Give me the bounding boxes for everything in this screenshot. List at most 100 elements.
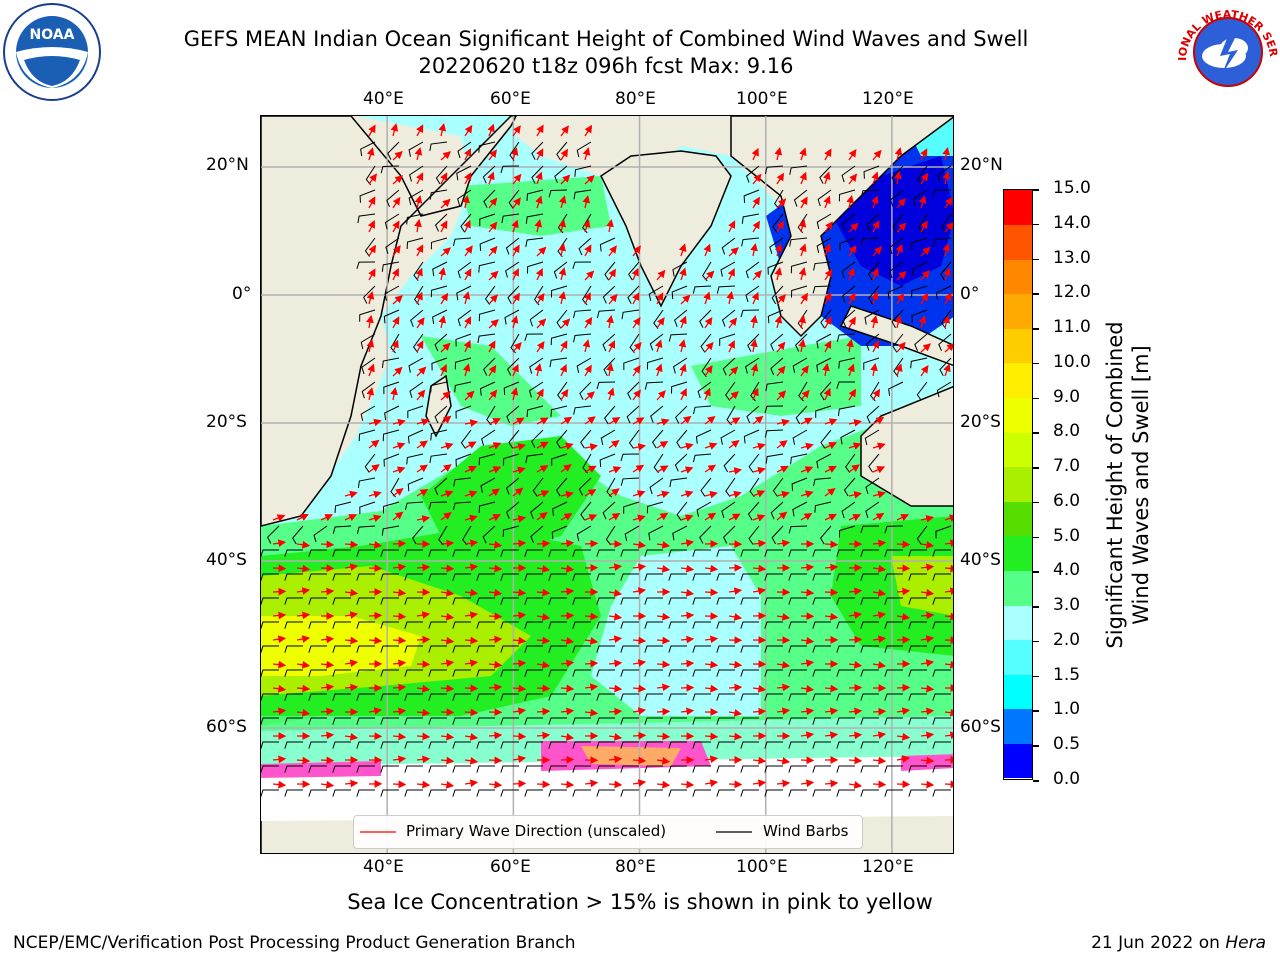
wave-arrow (704, 341, 714, 353)
wave-arrow (560, 684, 575, 693)
wind-barb (940, 261, 952, 281)
wind-barb (744, 357, 760, 374)
lon-tick-bottom-60e: 60°E (490, 857, 531, 877)
wave-arrow (488, 514, 501, 522)
colorbar-segment (1004, 328, 1032, 364)
wind-barb (381, 525, 400, 536)
wave-arrow (799, 243, 807, 257)
wave-arrow (776, 465, 789, 473)
colorbar-segment (1004, 639, 1032, 675)
wind-barb (532, 477, 544, 497)
wave-arrow (679, 387, 687, 401)
wave-arrow (896, 587, 911, 596)
wave-arrow (536, 246, 547, 257)
colorbar-tick-label: 0.5 (1053, 734, 1081, 755)
wind-barb (836, 573, 855, 581)
wind-barb (596, 717, 615, 725)
wave-direction-legend-label: Primary Wave Direction (unscaled) (406, 822, 667, 840)
wind-barb (644, 645, 663, 653)
wave-arrow (584, 416, 596, 425)
wind-barb (478, 501, 496, 514)
wind-barb (454, 357, 472, 370)
wind-barb (668, 597, 687, 605)
wave-arrow (511, 219, 519, 233)
wind-barb (408, 189, 424, 206)
wind-barb (790, 453, 808, 465)
wind-barb (884, 525, 904, 534)
wind-barb (788, 789, 807, 797)
wind-barb (572, 573, 591, 581)
wind-barb (332, 621, 351, 629)
wave-arrow (390, 386, 398, 401)
wave-arrow (344, 779, 359, 788)
wave-arrow (824, 148, 832, 161)
wave-arrow (679, 363, 687, 377)
wave-arrow (920, 220, 928, 233)
wave-arrow (606, 218, 614, 233)
wave-arrow (774, 147, 783, 161)
wave-arrow (824, 418, 838, 426)
wave-arrow (848, 707, 863, 716)
lat-tick-right-60s: 60°S (960, 717, 1001, 737)
wind-barb (745, 165, 760, 183)
wave-arrow (272, 587, 287, 596)
wave-arrow (704, 316, 713, 329)
wave-arrow (799, 171, 807, 185)
wind-barb (478, 309, 496, 322)
wave-arrow (488, 245, 498, 257)
wind-barb (308, 789, 327, 797)
wind-barb (911, 309, 928, 323)
wind-barb (884, 549, 903, 557)
wind-barb (428, 573, 447, 581)
wind-barb (380, 669, 399, 677)
wave-arrow (560, 416, 573, 425)
wind-barb (620, 573, 639, 581)
wind-barb (646, 357, 664, 370)
wave-arrow (752, 490, 766, 498)
wind-barb (599, 237, 616, 252)
wind-barb (476, 693, 495, 701)
wave-arrow (368, 418, 382, 427)
wave-arrow (608, 245, 617, 257)
wind-barb (456, 165, 472, 181)
wave-arrow (632, 443, 647, 451)
wind-barb (363, 285, 376, 304)
wave-arrow (536, 565, 551, 573)
wind-barb (716, 789, 735, 797)
wind-barb (716, 285, 736, 294)
wind-barb (572, 693, 591, 701)
wind-barb (788, 669, 807, 677)
wave-arrow (488, 683, 503, 692)
wave-arrow (800, 684, 815, 693)
wind-barb (407, 477, 424, 492)
wind-barb (524, 597, 543, 605)
wind-barb (404, 693, 423, 701)
wind-barb (745, 261, 760, 279)
wind-barb (404, 645, 423, 653)
colorbar-tick-label: 1.0 (1053, 699, 1081, 720)
wave-arrow (680, 442, 694, 451)
wave-arrow (367, 220, 375, 233)
wave-arrow (824, 340, 832, 353)
wave-arrow (776, 365, 786, 377)
wind-barb (313, 525, 328, 543)
wind-barb (548, 789, 567, 797)
wind-barb (387, 141, 400, 160)
wind-barb (788, 525, 808, 534)
wind-barb (892, 333, 904, 353)
wave-arrow (488, 488, 500, 497)
wind-barb (908, 669, 927, 677)
wave-arrow (416, 732, 431, 741)
wave-arrow (440, 464, 452, 473)
wind-barb (284, 573, 303, 581)
wave-arrow (872, 388, 881, 401)
wave-arrow (944, 342, 953, 353)
lon-tick-bottom-100e: 100°E (736, 857, 788, 877)
wave-arrow (608, 733, 623, 741)
wind-barb (480, 477, 496, 493)
wind-barb (284, 621, 303, 629)
wind-barb (716, 573, 735, 581)
wave-arrow (751, 291, 759, 305)
wind-barb (721, 237, 736, 255)
wind-barb (740, 741, 759, 749)
